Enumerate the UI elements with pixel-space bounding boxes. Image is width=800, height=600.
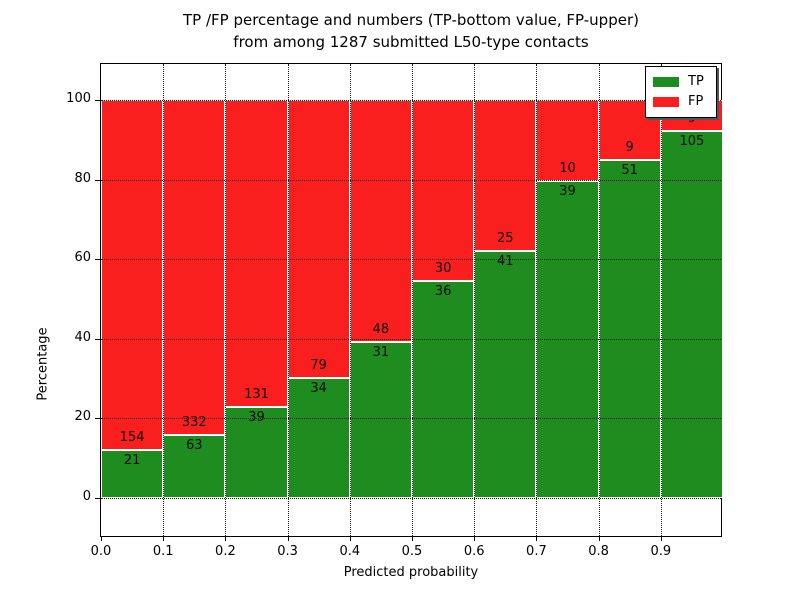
x-tick-label: 0.7: [526, 544, 547, 559]
h-gridline: [101, 100, 721, 101]
bar-segment-tp: [287, 378, 350, 498]
tp-swatch-icon: [653, 77, 679, 87]
bar-count-fp: 131: [244, 386, 269, 402]
bar-segment-tp: [598, 159, 661, 498]
bar-count-fp: 48: [372, 321, 390, 337]
x-axis-label: Predicted probability: [343, 565, 479, 580]
bar-count-tp: 21: [123, 453, 141, 469]
legend-label-tp: TP: [688, 74, 704, 89]
bar-segment-fp: [349, 100, 412, 342]
x-tick: [163, 536, 165, 541]
bar-segment-fp: [474, 100, 537, 251]
x-tick: [287, 536, 289, 541]
h-gridline: [101, 179, 721, 181]
x-tick: [536, 536, 538, 541]
h-gridline: [101, 259, 721, 261]
plot-area: Percentage 154 21 332 63 131 39 79 34 48 31 30 36 25…: [36, 63, 723, 559]
x-tick: [598, 536, 600, 541]
legend-item-tp: TP: [653, 72, 708, 92]
y-tick: [95, 338, 100, 340]
x-tick-label: 0.1: [152, 544, 174, 559]
bar-count-fp: 154: [119, 430, 145, 446]
x-tick: [412, 536, 413, 541]
bar-count-fp: 30: [434, 260, 452, 276]
y-tick-label: 20: [74, 409, 91, 425]
x-tick-label: 0.9: [650, 544, 672, 559]
bar-segment-fp: [101, 100, 164, 451]
bar-count-tp: 63: [186, 437, 203, 453]
x-tick: [225, 536, 227, 541]
y-tick: [95, 498, 100, 499]
bar-count-tp: 39: [248, 409, 265, 425]
y-tick: [95, 259, 100, 261]
bar-segment-fp: [412, 100, 475, 281]
x-tick: [660, 536, 662, 541]
bar-count-fp: 25: [497, 230, 514, 246]
v-gridline: [412, 64, 413, 536]
bar-count-tp: 51: [621, 162, 638, 178]
bar-segment-tp: [412, 280, 475, 498]
v-gridline: [287, 64, 289, 536]
x-tick-label: 0.2: [215, 544, 236, 559]
bar-segment-fp: [163, 100, 226, 435]
y-tick-label: 100: [66, 91, 91, 106]
h-gridline: [101, 338, 721, 340]
v-gridline: [225, 64, 227, 536]
x-tick: [349, 536, 351, 541]
x-tick-label: 0.3: [277, 544, 298, 559]
bar-segment-fp: [287, 100, 350, 379]
y-tick: [95, 179, 100, 181]
x-tick-label: 0.6: [463, 544, 485, 559]
x-tick-label: 0.8: [588, 544, 609, 559]
y-tick-label: 60: [74, 250, 91, 266]
bar-count-tp: 105: [679, 134, 705, 150]
bar-segment-tp: [349, 341, 412, 498]
legend-item-fp: FP: [653, 92, 708, 112]
v-gridline: [349, 64, 351, 536]
fp-swatch-icon: [653, 97, 679, 107]
bar-count-fp: 9: [687, 111, 697, 127]
bar-count-fp: 10: [559, 161, 576, 177]
legend: TP FP: [645, 66, 717, 118]
v-gridline: [163, 64, 165, 536]
bar-count-fp: 332: [181, 414, 207, 430]
x-tick-label: 0.0: [90, 544, 112, 559]
x-tick: [101, 536, 102, 541]
bar-count-tp: 41: [497, 253, 514, 269]
bar-count-tp: 36: [434, 283, 452, 299]
bar-segment-tp: [660, 131, 723, 498]
bar-count-tp: 34: [310, 381, 327, 397]
h-gridline: [101, 498, 721, 499]
x-tick-label: 0.4: [339, 544, 361, 559]
bar-segment-tp: [101, 450, 164, 498]
legend-label-fp: FP: [688, 94, 704, 109]
bar-count-tp: 31: [372, 344, 390, 360]
bar-count-fp: 9: [625, 139, 634, 155]
bar-segment-tp: [474, 250, 537, 498]
bar-segment-fp: [225, 100, 288, 407]
y-tick-label: 40: [74, 329, 91, 345]
v-gridline: [536, 64, 538, 536]
v-gridline: [474, 64, 476, 536]
chart-title: TP /FP percentage and numbers (TP-bottom…: [22, 9, 800, 53]
v-gridline: [660, 64, 662, 536]
y-tick: [95, 100, 100, 101]
chart-title-line2: from among 1287 submitted L50-type conta…: [233, 33, 589, 51]
y-tick-label: 0: [82, 489, 91, 504]
bar-count-fp: 79: [310, 358, 327, 374]
x-tick: [474, 536, 476, 541]
h-gridline: [101, 418, 721, 420]
bar-count-tp: 39: [559, 184, 576, 200]
bar-segment-tp: [163, 434, 226, 498]
y-tick: [95, 418, 100, 420]
v-gridline: [598, 64, 600, 536]
y-tick-label: 80: [74, 170, 91, 186]
chart-title-line1: TP /FP percentage and numbers (TP-bottom…: [183, 11, 639, 29]
x-tick-label: 0.5: [401, 544, 423, 559]
